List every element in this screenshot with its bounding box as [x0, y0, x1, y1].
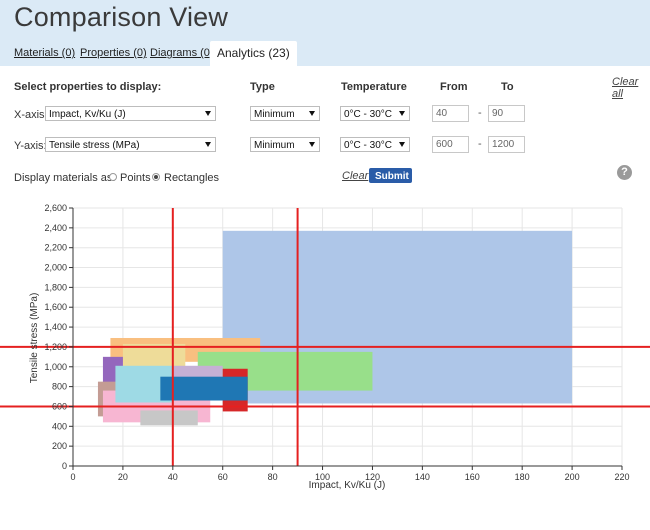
points-label: Points: [120, 172, 151, 184]
material-rectangle: [160, 376, 248, 401]
tab-materials[interactable]: Materials (0): [14, 47, 76, 59]
y-tick-label: 2,200: [44, 243, 67, 253]
clear-all-link[interactable]: Clear all: [612, 76, 639, 100]
y-axis-property-select[interactable]: Tensile stress (MPa): [45, 137, 216, 152]
y-axis-type-select[interactable]: Minimum: [250, 137, 320, 152]
y-axis-to-input[interactable]: 1200: [488, 136, 525, 153]
to-header: To: [501, 81, 514, 93]
x-tick-label: 180: [515, 472, 530, 482]
y-tick-label: 1,800: [44, 282, 67, 292]
range-separator: -: [478, 138, 482, 150]
y-tick-label: 1,400: [44, 322, 67, 332]
y-tick-label: 2,400: [44, 223, 67, 233]
select-properties-label: Select properties to display:: [14, 81, 162, 93]
x-tick-label: 220: [614, 472, 629, 482]
y-tick-label: 400: [52, 421, 67, 431]
x-axis-to-input[interactable]: 90: [488, 105, 525, 122]
rectangles-radio[interactable]: [152, 173, 160, 181]
page-title: Comparison View: [14, 2, 229, 32]
chevron-down-icon: [309, 111, 315, 116]
material-rectangle: [140, 410, 198, 426]
range-separator: -: [478, 107, 482, 119]
points-radio[interactable]: [109, 173, 117, 181]
display-as-label: Display materials as:: [14, 172, 116, 184]
y-axis-label: Y-axis:: [14, 140, 47, 152]
tab-properties[interactable]: Properties (0): [80, 47, 147, 59]
y-axis-temperature-select[interactable]: 0°C - 30°C: [340, 137, 410, 152]
chart-rectangles: [97, 230, 573, 426]
x-tick-label: 0: [70, 472, 75, 482]
y-tick-label: 2,000: [44, 263, 67, 273]
x-tick-label: 100: [315, 472, 330, 482]
x-tick-label: 120: [365, 472, 380, 482]
y-tick-label: 600: [52, 401, 67, 411]
x-tick-label: 80: [268, 472, 278, 482]
x-axis-temperature-select[interactable]: 0°C - 30°C: [340, 106, 410, 121]
temperature-header: Temperature: [341, 81, 407, 93]
submit-button[interactable]: Submit: [369, 168, 412, 183]
tab-diagrams[interactable]: Diagrams (0): [150, 47, 214, 59]
from-header: From: [440, 81, 468, 93]
x-tick-label: 60: [218, 472, 228, 482]
x-tick-label: 140: [415, 472, 430, 482]
x-axis-title: Impact, Kv/Ku (J): [309, 480, 386, 491]
y-tick-label: 2,600: [44, 203, 67, 213]
chevron-down-icon: [309, 142, 315, 147]
type-header: Type: [250, 81, 275, 93]
clear-link[interactable]: Clear: [342, 170, 369, 182]
chevron-down-icon: [399, 142, 405, 147]
x-tick-label: 20: [118, 472, 128, 482]
y-tick-label: 200: [52, 441, 67, 451]
y-tick-label: 1,000: [44, 362, 67, 372]
x-tick-label: 200: [565, 472, 580, 482]
header-band: [0, 0, 650, 66]
chevron-down-icon: [205, 111, 211, 116]
x-axis-type-select[interactable]: Minimum: [250, 106, 320, 121]
y-tick-label: 1,600: [44, 302, 67, 312]
material-rectangle: [122, 343, 186, 367]
x-tick-label: 160: [465, 472, 480, 482]
y-tick-label: 1,200: [44, 342, 67, 352]
chevron-down-icon: [399, 111, 405, 116]
y-tick-label: 0: [62, 461, 67, 471]
chevron-down-icon: [205, 142, 211, 147]
help-icon[interactable]: ?: [617, 165, 632, 180]
x-axis-label: X-axis:: [14, 109, 48, 121]
rectangles-label: Rectangles: [164, 172, 220, 184]
x-axis-from-input[interactable]: 40: [432, 105, 469, 122]
chart-axes: 0 20 40 60 80 100 120 140 160 180 200 220 0 200 400 600…: [44, 203, 629, 482]
comparison-chart: 0 20 40 60 80 100 120 140 160 180 200 220 0 200 400 600…: [0, 203, 650, 491]
y-axis-title: Tensile stress (MPa): [29, 293, 40, 384]
y-axis-from-input[interactable]: 600: [432, 136, 469, 153]
y-tick-label: 800: [52, 382, 67, 392]
tab-analytics[interactable]: Analytics (23): [210, 41, 297, 66]
x-tick-label: 40: [168, 472, 178, 482]
x-axis-property-select[interactable]: Impact, Kv/Ku (J): [45, 106, 216, 121]
chart-threshold-lines: [0, 208, 650, 466]
